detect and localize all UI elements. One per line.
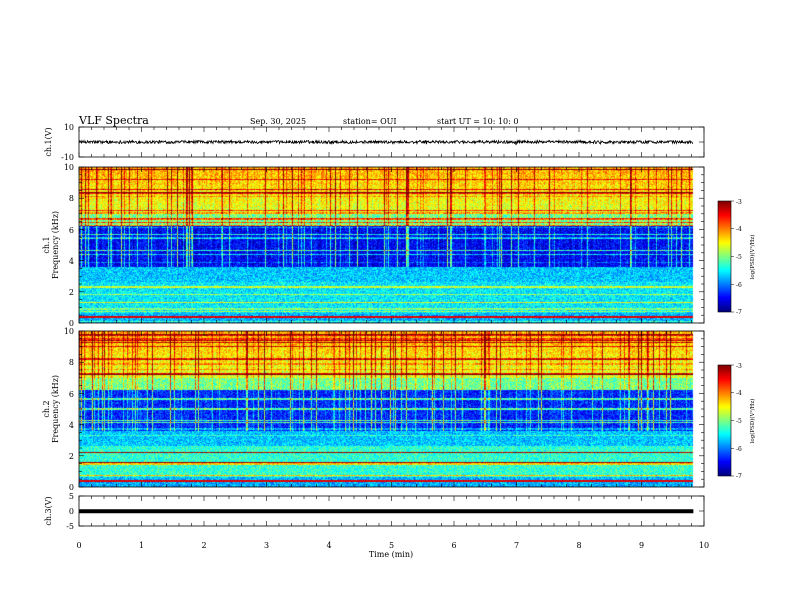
time-axis-tick-label: 9	[639, 541, 644, 550]
ch2-spectrogram-ticks	[78, 330, 705, 488]
time-axis-tick-label: 8	[576, 541, 581, 550]
ch3-waveform-panel: 5 0 -5 ch.3(V) 0 1 2 3 4 5 6 7 8 9 10 Time (min)	[44, 492, 709, 559]
cbar1-label: log(PSD)(V²/Hz)	[749, 235, 756, 280]
spec2-ytick-2: 2	[69, 452, 74, 461]
spec2-ytick-4: 4	[69, 421, 74, 430]
cbar2-label: log(PSD)(V²/Hz)	[749, 399, 756, 444]
spec2-ylabel-frequency: Frequency (kHz)	[51, 375, 60, 443]
figure-title: VLF Spectra	[78, 114, 149, 127]
spec2-ylabel-channel: ch.2	[42, 400, 51, 417]
time-axis-tick-label: 2	[201, 541, 206, 550]
spec1-ylabel-channel: ch.1	[42, 236, 51, 253]
cbar1-tick-m6: -6	[736, 282, 742, 289]
figure-date: Sep. 30, 2025	[250, 117, 306, 126]
time-axis-tick-label: 5	[389, 541, 394, 550]
ch1-spectrogram-image	[79, 167, 704, 323]
ch1-waveform-trace	[78, 139, 694, 146]
ch3-ytick-5: 5	[69, 492, 74, 501]
cbar2-tick-m5: -5	[736, 418, 742, 425]
time-axis-tick-label: 3	[264, 541, 269, 550]
cbar1-tick-m4: -4	[736, 226, 742, 233]
spec1-ytick-6: 6	[69, 226, 74, 235]
time-axis-tick-label: 1	[139, 541, 144, 550]
time-axis-tick-label: 4	[326, 541, 331, 550]
figure-station: station= OUI	[343, 117, 397, 126]
spec1-ytick-4: 4	[69, 257, 74, 266]
spec1-ytick-8: 8	[69, 194, 74, 203]
time-axis-label: Time (min)	[369, 550, 413, 559]
figure-start-time: start UT = 10: 10: 0	[437, 117, 518, 126]
ch3-waveform-ylabel: ch.3(V)	[44, 496, 53, 525]
time-axis-tick-label: 7	[514, 541, 519, 550]
ch3-ytick-m5: -5	[66, 522, 74, 531]
spec1-ytick-10: 10	[64, 163, 74, 172]
cbar1-tick-m3: -3	[736, 199, 742, 206]
ch2-spectrogram-panel: 0 2 4 6 8 10 ch.2 Frequency (kHz) -3 -4 …	[42, 327, 756, 492]
ch1-waveform-ylabel: ch.1(V)	[44, 127, 53, 156]
cbar2-tick-m6: -6	[736, 446, 742, 453]
ch1-spectrogram-panel: 0 2 4 6 8 10 ch.1 Frequency (kHz) -3 -4 …	[42, 163, 756, 328]
cbar2-tick-m7: -7	[736, 473, 742, 480]
spec2-colorbar	[718, 365, 731, 476]
time-axis-tick-label: 10	[699, 541, 709, 550]
spec1-ylabel-frequency: Frequency (kHz)	[51, 211, 60, 279]
ch1-ytick-bottom: -10	[61, 153, 74, 162]
spec2-colorbar-ticks	[731, 364, 734, 477]
cbar2-tick-m4: -4	[736, 390, 742, 397]
time-axis-tick-labels: 0 1 2 3 4 5 6 7 8 9 10	[76, 541, 709, 550]
ch1-spectrogram-ticks	[78, 166, 705, 324]
spec2-ytick-10: 10	[64, 327, 74, 336]
time-axis-tick-label: 6	[451, 541, 456, 550]
spec2-ytick-8: 8	[69, 358, 74, 367]
spec2-ytick-0: 0	[69, 483, 74, 492]
cbar2-tick-m3: -3	[736, 363, 742, 370]
cbar1-tick-m7: -7	[736, 309, 742, 316]
spec2-ytick-6: 6	[69, 390, 74, 399]
spec1-colorbar	[718, 201, 731, 312]
spec1-colorbar-ticks	[731, 200, 734, 313]
ch1-ytick-top: 10	[64, 123, 74, 132]
ch1-waveform-panel: 10 -10 ch.1(V)	[44, 123, 705, 162]
time-axis-tick-label: 0	[76, 541, 81, 550]
spec1-ytick-0: 0	[69, 319, 74, 328]
ch2-spectrogram-image	[79, 331, 704, 487]
spec1-ytick-2: 2	[69, 288, 74, 297]
ch1-waveform-ticks	[78, 126, 705, 158]
cbar1-tick-m5: -5	[736, 254, 742, 261]
ch3-waveform-ticks	[78, 495, 705, 527]
ch3-ytick-0: 0	[69, 507, 74, 516]
